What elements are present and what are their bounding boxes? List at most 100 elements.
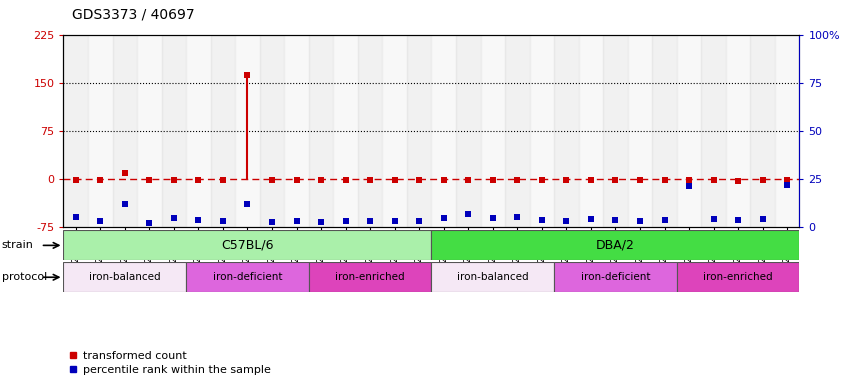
Point — [510, 214, 524, 220]
Bar — [63, 262, 186, 292]
Text: iron-enriched: iron-enriched — [703, 272, 773, 282]
Point — [167, 177, 180, 183]
Point — [142, 220, 156, 227]
Bar — [701, 35, 726, 227]
Point — [535, 217, 548, 223]
Point — [69, 177, 82, 183]
Point — [437, 177, 450, 183]
Text: iron-enriched: iron-enriched — [335, 272, 405, 282]
Text: iron-balanced: iron-balanced — [89, 272, 161, 282]
Bar — [235, 35, 260, 227]
Point — [780, 182, 794, 188]
Bar — [407, 35, 431, 227]
Point — [265, 177, 278, 183]
Point — [118, 170, 131, 177]
Bar — [530, 35, 554, 227]
Point — [216, 218, 229, 225]
Bar — [603, 35, 628, 227]
Point — [780, 177, 794, 183]
Point — [731, 178, 744, 184]
Bar — [652, 35, 677, 227]
Text: DBA/2: DBA/2 — [596, 239, 634, 252]
Point — [118, 201, 131, 207]
Bar — [481, 35, 505, 227]
Point — [731, 217, 744, 223]
Point — [682, 183, 695, 189]
Point — [584, 177, 597, 183]
Bar — [431, 262, 554, 292]
Bar — [677, 35, 701, 227]
Point — [486, 215, 499, 221]
Point — [755, 177, 769, 183]
Point — [338, 177, 352, 183]
Point — [633, 218, 646, 224]
Bar — [333, 35, 358, 227]
Point — [314, 219, 327, 225]
Bar — [628, 35, 652, 227]
Bar — [186, 262, 309, 292]
Text: GDS3373 / 40697: GDS3373 / 40697 — [72, 7, 195, 21]
Text: strain: strain — [2, 240, 34, 250]
Point — [314, 177, 327, 183]
Point — [633, 177, 646, 183]
Point — [387, 177, 401, 183]
Point — [240, 72, 254, 78]
Bar — [63, 35, 88, 227]
Point — [93, 218, 107, 225]
Point — [706, 216, 720, 222]
Point — [461, 177, 475, 183]
Point — [535, 177, 548, 183]
Point — [755, 216, 769, 222]
Point — [93, 177, 107, 183]
Bar — [579, 35, 603, 227]
Point — [608, 177, 622, 183]
Point — [240, 201, 254, 207]
Point — [706, 177, 720, 183]
Point — [608, 217, 622, 223]
Point — [142, 177, 156, 183]
Bar — [456, 35, 481, 227]
Point — [559, 218, 573, 224]
Legend: transformed count, percentile rank within the sample: transformed count, percentile rank withi… — [69, 351, 272, 375]
Bar — [554, 262, 677, 292]
Bar — [677, 262, 799, 292]
Point — [461, 211, 475, 217]
Text: iron-balanced: iron-balanced — [457, 272, 529, 282]
Point — [338, 218, 352, 224]
Point — [363, 218, 376, 224]
Point — [437, 215, 450, 221]
Point — [216, 177, 229, 183]
Bar — [554, 35, 579, 227]
Bar — [431, 35, 456, 227]
Point — [363, 177, 376, 183]
Point — [682, 177, 695, 183]
Text: C57BL/6: C57BL/6 — [221, 239, 274, 252]
Bar — [284, 35, 309, 227]
Point — [265, 219, 278, 225]
Point — [412, 218, 426, 225]
Point — [510, 177, 524, 183]
Bar — [775, 35, 799, 227]
Bar — [382, 35, 407, 227]
Bar — [750, 35, 775, 227]
Point — [191, 177, 205, 183]
Bar — [309, 262, 431, 292]
Point — [412, 177, 426, 183]
Text: iron-deficient: iron-deficient — [212, 272, 283, 282]
Bar — [309, 35, 333, 227]
Point — [289, 218, 303, 224]
Bar — [88, 35, 113, 227]
Point — [657, 177, 671, 183]
Point — [584, 216, 597, 222]
Bar — [260, 35, 284, 227]
Bar — [211, 35, 235, 227]
Point — [387, 218, 401, 225]
Bar — [186, 35, 211, 227]
Bar — [431, 230, 799, 260]
Point — [289, 177, 303, 183]
Bar — [63, 230, 431, 260]
Point — [191, 217, 205, 223]
Bar — [162, 35, 186, 227]
Bar — [358, 35, 382, 227]
Text: protocol: protocol — [2, 272, 47, 282]
